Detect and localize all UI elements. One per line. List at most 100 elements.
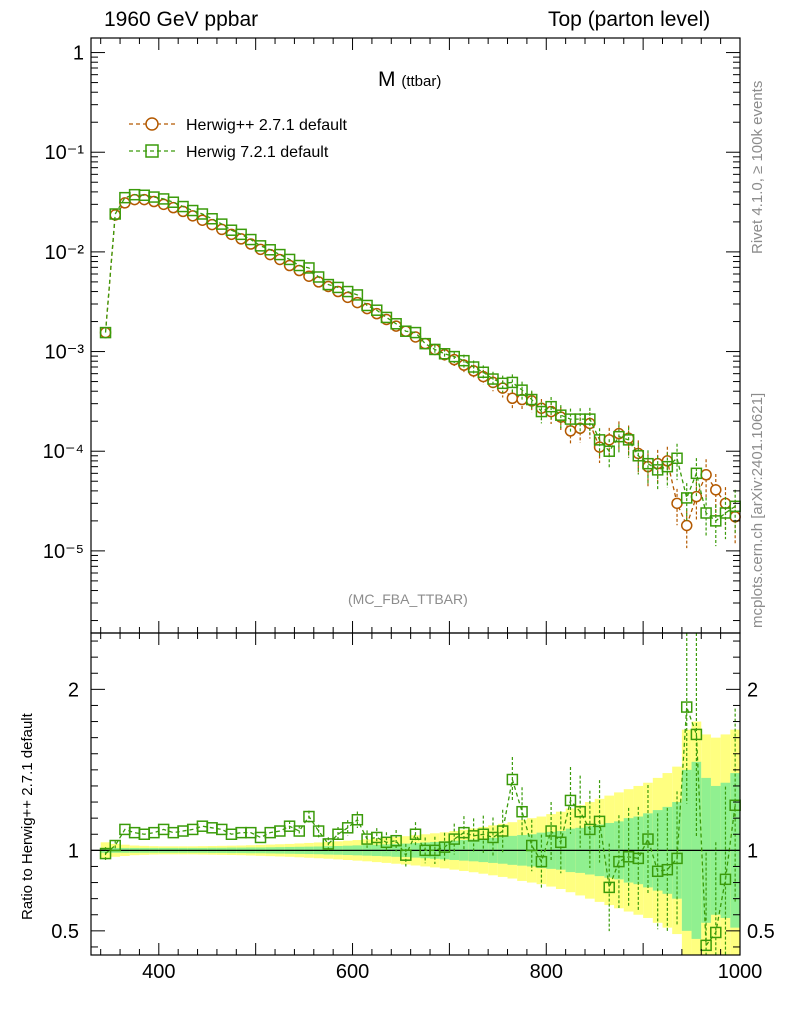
ratio-point [487, 831, 499, 844]
herwig7-point [506, 376, 519, 389]
herwigpp-point [283, 259, 296, 272]
y-tick-label: 10⁻³ [45, 342, 85, 364]
herwig7-point [632, 450, 645, 462]
herwig7-point [245, 233, 257, 246]
ratio-point [448, 833, 460, 845]
ratio-point [400, 849, 412, 861]
herwig7-point [458, 354, 470, 367]
herwigpp-point [671, 497, 683, 510]
herwig7-point [312, 271, 325, 283]
herwigpp-point [574, 422, 586, 435]
main-panel-series [99, 188, 741, 549]
herwig7-point [380, 311, 393, 324]
herwig7-point [661, 460, 674, 473]
header-observable: Top (parton level) [548, 8, 711, 31]
ratio-point [438, 841, 451, 853]
plot-title-sub: (ttbar) [401, 73, 442, 90]
herwig7-line [104, 194, 736, 522]
ratio-y-tick-label: 0.5 [51, 921, 79, 943]
ratio-y-tick-label-right: 2 [747, 679, 758, 701]
herwig7-point [303, 262, 315, 274]
ratio-point [719, 873, 732, 886]
y-tick-label: 1 [73, 43, 84, 65]
ratio-y-tick-label-right: 1 [747, 840, 758, 862]
herwig7-point [642, 457, 654, 470]
ratio-point [642, 833, 654, 845]
herwigpp-point [680, 519, 693, 532]
ratio-line [105, 706, 736, 948]
ratio-point [506, 773, 519, 786]
legend: Herwig++ 2.7.1 default Herwig 7.2.1 defau… [129, 117, 348, 161]
ratio-point [584, 823, 596, 836]
ratio-point [671, 852, 683, 865]
ratio-frame [90, 632, 741, 956]
ratio-point [390, 834, 402, 847]
herwig7-point [409, 326, 422, 339]
herwig7-point [525, 393, 538, 406]
herwig7-point [671, 452, 683, 465]
herwig7-point [516, 384, 528, 396]
herwig7-point [622, 434, 635, 446]
ratio-point [303, 810, 315, 823]
herwig7-point [351, 289, 364, 301]
ratio-point [525, 839, 538, 852]
ratio-point [254, 831, 267, 844]
ratio-point [555, 836, 567, 849]
ratio-point [700, 939, 712, 952]
ratio-y-tick-label-right: 0.5 [747, 921, 775, 943]
herwig7-point [719, 507, 732, 519]
y-tick-label: 10⁻¹ [45, 142, 85, 164]
axes: 400 600 800 1000 1 10⁻¹ 10⁻² 10⁻³ 10⁻⁴ 10⁻⁵ 0.5 0.5… [43, 37, 775, 983]
herwigpp-point [700, 469, 712, 481]
ratio-point [341, 822, 354, 834]
herwigpp-point [341, 291, 354, 304]
herwigpp-point [690, 490, 703, 503]
y-tick-label: 10⁻⁵ [43, 541, 84, 563]
herwig7-point [419, 337, 431, 350]
ratio-point [496, 825, 509, 837]
legend-marker-circle [145, 117, 159, 131]
header-energy: 1960 GeV ppbar [104, 8, 259, 31]
herwig7-point [700, 507, 712, 519]
herwig7-point [680, 492, 693, 504]
herwig7-point [371, 304, 383, 316]
ratio-point [690, 728, 703, 741]
herwig7-point [603, 445, 615, 457]
ratio-panel-series [91, 633, 741, 955]
plot-title: M (ttbar) [378, 68, 441, 92]
ratio-point [409, 828, 422, 840]
herwig7-point [390, 318, 402, 330]
ratio-point [603, 881, 615, 894]
ratio-point [574, 805, 586, 818]
herwig7-point [545, 400, 557, 413]
herwig7-point [477, 366, 490, 378]
ratio-point [680, 701, 693, 713]
ratio-point [535, 855, 548, 868]
herwigpp-point [254, 243, 267, 256]
ratio-point [632, 852, 645, 865]
y-tick-label: 10⁻² [45, 242, 85, 264]
herwig7-point [710, 515, 722, 527]
x-tick-label: 800 [530, 961, 563, 983]
plot-title-main: M [378, 68, 396, 91]
herwigpp-line [104, 198, 736, 528]
herwigpp-point [196, 214, 209, 226]
herwigpp-point [710, 484, 722, 496]
ratio-point [710, 926, 722, 939]
legend-marker-square [145, 144, 159, 158]
ratio-point [545, 825, 557, 837]
ratio-y-tick-label: 2 [68, 679, 79, 701]
ratio-point [593, 815, 606, 828]
ratio-point [516, 805, 528, 818]
legend-label: Herwig 7.2.1 default [186, 144, 329, 161]
ratio-point [99, 847, 112, 860]
ratio-y-tick-label: 1 [68, 840, 79, 862]
ratio-point [322, 838, 335, 850]
analysis-tag: (MC_FBA_TTBAR) [348, 591, 468, 607]
herwig7-point [593, 434, 606, 446]
ratio-point [312, 825, 325, 837]
x-tick-label: 600 [336, 961, 369, 983]
herwig7-point [216, 218, 228, 230]
herwigpp-point [506, 392, 519, 405]
